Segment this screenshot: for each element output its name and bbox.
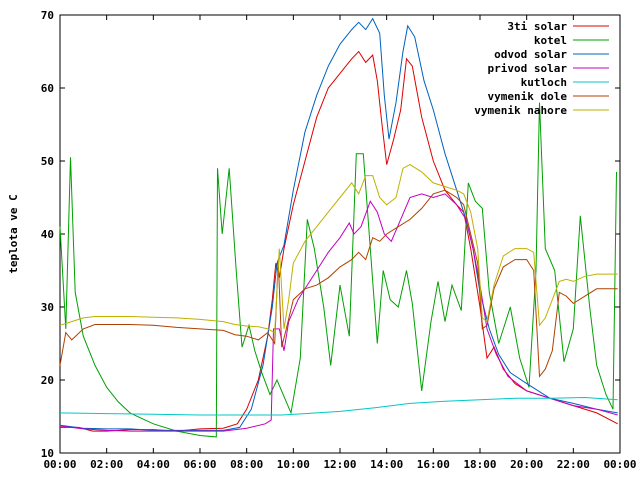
y-axis-label: teplota ve C <box>7 194 20 273</box>
legend-label: vymenik nahore <box>474 104 567 117</box>
y-tick-label: 40 <box>41 228 54 241</box>
legend-label: kotel <box>534 34 567 47</box>
x-tick-label: 08:00 <box>230 458 263 471</box>
x-tick-label: 18:00 <box>463 458 496 471</box>
x-tick-label: 10:00 <box>277 458 310 471</box>
x-tick-label: 12:00 <box>323 458 356 471</box>
legend-label: kutloch <box>521 76 567 89</box>
series-line-vymenik-nahore <box>59 164 618 334</box>
x-tick-label: 06:00 <box>183 458 216 471</box>
series-lines <box>59 17 618 438</box>
y-tick-label: 10 <box>41 447 54 460</box>
legend-label: vymenik dole <box>488 90 568 103</box>
x-tick-label: 04:00 <box>137 458 170 471</box>
y-tick-label: 20 <box>41 374 54 387</box>
x-tick-label: 02:00 <box>90 458 123 471</box>
legend-label: odvod solar <box>494 48 567 61</box>
x-tick-label: 22:00 <box>557 458 590 471</box>
x-tick-label: 00:00 <box>603 458 636 471</box>
series-line-3ti-solar <box>60 50 618 432</box>
series-line-privod-solar <box>59 193 618 432</box>
y-tick-label: 70 <box>41 9 54 22</box>
legend-label: 3ti solar <box>507 20 567 33</box>
series-line-vymenik-dole <box>59 189 618 378</box>
x-tick-label: 16:00 <box>417 458 450 471</box>
x-axis-ticks: 00:00 02:00 04:00 06:00 08:00 10:00 12:00 14:00… <box>43 15 637 471</box>
y-tick-label: 60 <box>41 82 54 95</box>
legend-label: privod solar <box>488 62 568 75</box>
y-tick-label: 50 <box>41 155 54 168</box>
x-tick-label: 20:00 <box>510 458 543 471</box>
x-tick-label: 14:00 <box>370 458 403 471</box>
series-line-kotel <box>59 102 617 438</box>
y-tick-label: 30 <box>41 301 54 314</box>
x-tick-label: 00:00 <box>43 458 76 471</box>
series-line-odvod-solar <box>59 17 618 431</box>
series-line-kutloch <box>59 396 618 416</box>
